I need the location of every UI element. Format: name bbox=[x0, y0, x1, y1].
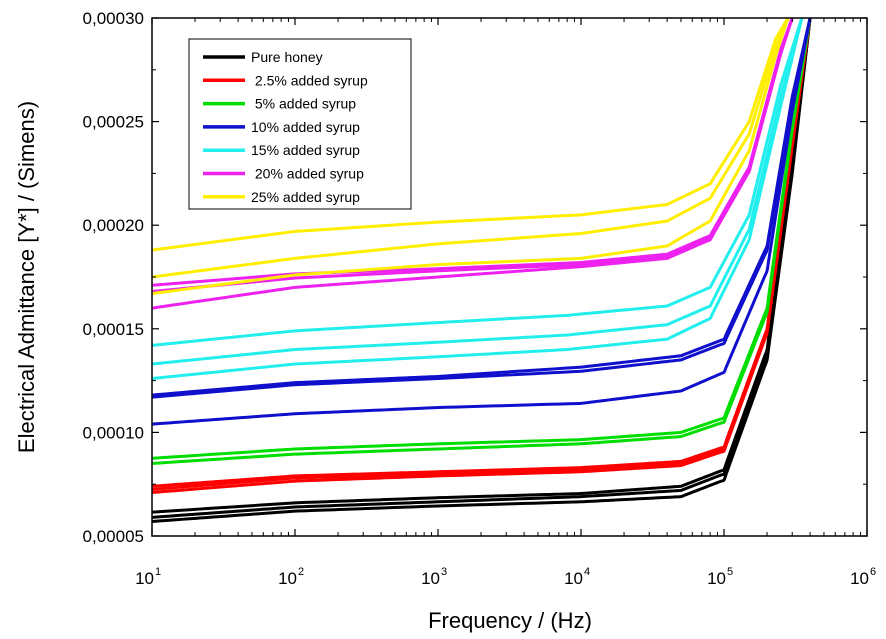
x-tick-labels: 10 1 10 2 10 3 10 4 10 5 10 6 bbox=[135, 566, 876, 588]
legend-label: 25% added syrup bbox=[251, 189, 360, 205]
x-tick-label-base: 10 bbox=[421, 569, 440, 588]
y-tick-label: 0,00005 bbox=[83, 527, 144, 546]
legend-label: 2.5% added syrup bbox=[251, 72, 368, 88]
series-4 bbox=[152, 18, 804, 381]
x-tick-label-exponent: 3 bbox=[441, 566, 447, 578]
legend-label: Pure honey bbox=[251, 49, 323, 65]
series-line bbox=[152, 18, 790, 252]
legend-label: 20% added syrup bbox=[251, 166, 364, 182]
x-tick-label-exponent: 2 bbox=[298, 566, 304, 578]
x-tick-label: 10 6 bbox=[850, 566, 876, 588]
x-tick-label: 10 4 bbox=[564, 566, 590, 588]
x-tick-label: 10 5 bbox=[707, 566, 733, 588]
x-tick-label-base: 10 bbox=[278, 569, 297, 588]
y-tick-label: 0,00030 bbox=[83, 9, 144, 28]
legend-box bbox=[188, 38, 412, 210]
series-line bbox=[152, 18, 804, 381]
legend-label: 15% added syrup bbox=[251, 142, 360, 158]
x-tick-label: 10 1 bbox=[135, 566, 161, 588]
series-line bbox=[152, 18, 790, 279]
x-tick-label: 10 3 bbox=[421, 566, 447, 588]
series-line bbox=[152, 18, 812, 494]
series-line bbox=[152, 18, 812, 523]
legend-label: 10% added syrup bbox=[251, 119, 360, 135]
series-0 bbox=[152, 18, 812, 523]
y-tick-labels: 0,00005 0,00010 0,00015 0,00020 0,00025 0,000… bbox=[83, 9, 144, 546]
series-line bbox=[152, 18, 812, 465]
series-line bbox=[152, 18, 804, 347]
x-tick-label-base: 10 bbox=[850, 569, 869, 588]
x-tick-label-exponent: 6 bbox=[870, 566, 876, 578]
series-line bbox=[152, 18, 812, 426]
y-tick-label: 0,00015 bbox=[83, 320, 144, 339]
series-line bbox=[152, 18, 790, 296]
series-line bbox=[152, 18, 794, 310]
x-axis-label: Frequency / (Hz) bbox=[428, 608, 592, 633]
series-1 bbox=[152, 18, 812, 494]
legend-label: 5% added syrup bbox=[251, 96, 356, 112]
series-layer bbox=[152, 18, 812, 523]
x-tick-label-base: 10 bbox=[564, 569, 583, 588]
x-tick-label-exponent: 5 bbox=[727, 566, 733, 578]
plot-frame bbox=[151, 17, 868, 537]
x-tick-label-base: 10 bbox=[707, 569, 726, 588]
series-line bbox=[152, 18, 804, 366]
legend: Pure honey 2.5% added syrup 5% added syr… bbox=[188, 38, 412, 210]
series-6 bbox=[152, 18, 790, 296]
y-axis-label: Electrical Admittance [Y*] / (Simens) bbox=[14, 101, 39, 453]
y-tick-label: 0,00020 bbox=[83, 216, 144, 235]
x-tick-label-exponent: 4 bbox=[584, 566, 590, 578]
series-3 bbox=[152, 18, 812, 426]
x-tick-label-base: 10 bbox=[135, 569, 154, 588]
series-2 bbox=[152, 18, 812, 465]
y-tick-label: 0,00025 bbox=[83, 113, 144, 132]
x-tick-label-exponent: 1 bbox=[155, 566, 161, 578]
series-line bbox=[152, 18, 812, 399]
x-tick-label: 10 2 bbox=[278, 566, 304, 588]
y-tick-label: 0,00010 bbox=[83, 423, 144, 442]
